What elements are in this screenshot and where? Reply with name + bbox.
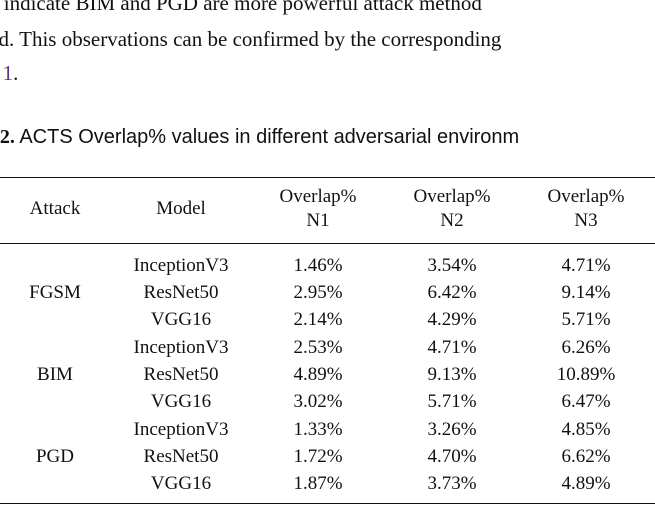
overlap-n1-cell: 3.02% xyxy=(293,391,343,412)
paragraph-line-1: h indicate BIM and PGD are more powerful… xyxy=(0,0,482,15)
overlap-n3-cell: 5.71% xyxy=(561,309,611,330)
overlap-n3-cell: 4.89% xyxy=(561,473,611,494)
paragraph-line-3-suffix: . xyxy=(13,61,19,85)
overlap-n3-cell: 9.14% xyxy=(561,282,611,303)
overlap-n3-cell: 4.71% xyxy=(561,255,611,276)
overlap-n2-cell: 9.13% xyxy=(427,364,477,385)
header-model: Model xyxy=(156,198,206,219)
paragraph-line-2: od. This observations can be confirmed b… xyxy=(0,27,502,51)
model-cell: InceptionV3 xyxy=(133,337,229,358)
model-cell: ResNet50 xyxy=(143,364,219,385)
header-overlap-n3-line2: N3 xyxy=(574,210,598,231)
overlap-n2-cell: 3.73% xyxy=(427,473,477,494)
model-cell: VGG16 xyxy=(150,473,212,494)
overlap-n2-cell: 5.71% xyxy=(427,391,477,412)
paragraph-line-3: e 1. xyxy=(0,61,19,85)
model-cell: ResNet50 xyxy=(143,446,219,467)
overlap-n1-cell: 2.14% xyxy=(293,309,343,330)
model-cell: InceptionV3 xyxy=(133,419,229,440)
overlap-n3-cell: 6.26% xyxy=(561,337,611,358)
header-overlap-n2-line2: N2 xyxy=(440,210,464,231)
overlap-n3-cell: 10.89% xyxy=(556,364,616,385)
overlap-n2-cell: 3.26% xyxy=(427,419,477,440)
header-overlap-n2-line1: Overlap% xyxy=(413,186,491,207)
header-overlap-n1-line1: Overlap% xyxy=(279,186,357,207)
attack-cell-pgd: PGD xyxy=(35,446,74,467)
overlap-n2-cell: 6.42% xyxy=(427,282,477,303)
attack-cell-bim: BIM xyxy=(37,364,73,385)
overlap-n1-cell: 2.53% xyxy=(293,337,343,358)
table-caption-label: e 2. xyxy=(0,126,15,148)
model-cell: VGG16 xyxy=(150,391,212,412)
table-bottom-rule xyxy=(0,503,655,504)
model-cell: InceptionV3 xyxy=(133,255,229,276)
model-cell: ResNet50 xyxy=(143,282,219,303)
overlap-n2-cell: 3.54% xyxy=(427,255,477,276)
table-header-rule xyxy=(0,243,655,244)
header-attack: Attack xyxy=(29,198,81,219)
overlap-n1-cell: 2.95% xyxy=(293,282,343,303)
figure-reference-link[interactable]: 1 xyxy=(2,61,14,85)
overlap-n1-cell: 1.87% xyxy=(293,473,343,494)
header-overlap-n1-line2: N1 xyxy=(306,210,330,231)
model-cell: VGG16 xyxy=(150,309,212,330)
table-top-rule xyxy=(0,177,655,178)
table-caption: e 2. ACTS Overlap% values in different a… xyxy=(0,125,519,149)
overlap-n1-cell: 1.72% xyxy=(293,446,343,467)
overlap-n3-cell: 4.85% xyxy=(561,419,611,440)
overlap-n1-cell: 4.89% xyxy=(293,364,343,385)
overlap-n2-cell: 4.71% xyxy=(427,337,477,358)
overlap-n2-cell: 4.70% xyxy=(427,446,477,467)
overlap-n3-cell: 6.62% xyxy=(561,446,611,467)
overlap-n1-cell: 1.46% xyxy=(293,255,343,276)
overlap-n3-cell: 6.47% xyxy=(561,391,611,412)
table-caption-text: ACTS Overlap% values in different advers… xyxy=(14,126,520,148)
attack-cell-fgsm: FGSM xyxy=(29,282,81,303)
overlap-n2-cell: 4.29% xyxy=(427,309,477,330)
overlap-n1-cell: 1.33% xyxy=(293,419,343,440)
header-overlap-n3-line1: Overlap% xyxy=(547,186,625,207)
